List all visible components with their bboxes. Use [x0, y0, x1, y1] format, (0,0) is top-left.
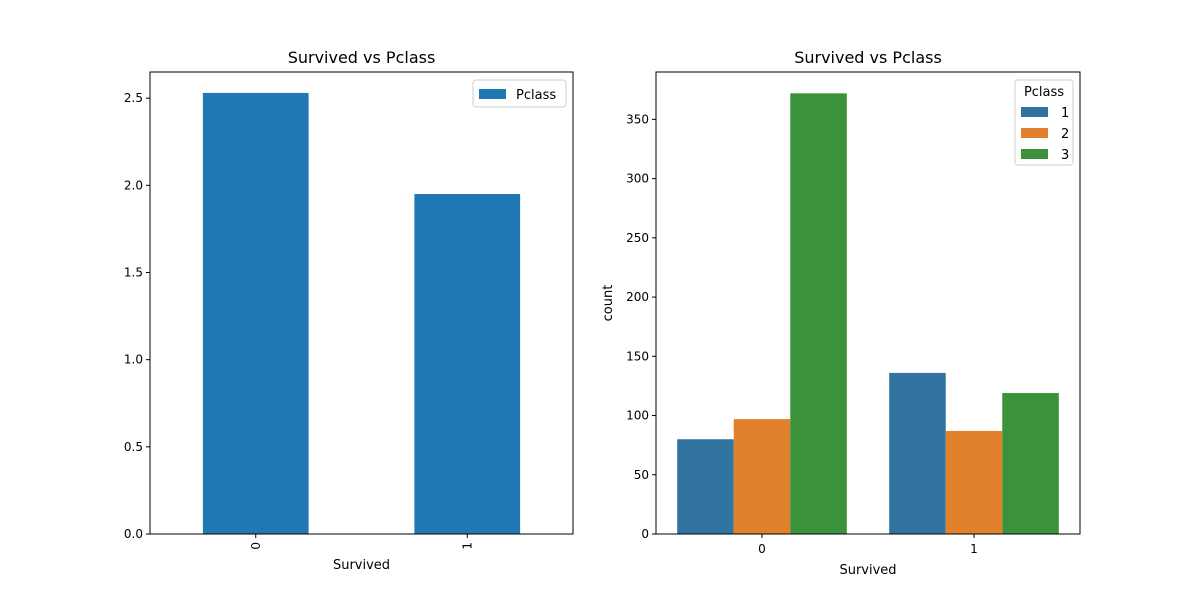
legend-title: Pclass — [1024, 85, 1064, 100]
y-tick-label: 1.0 — [124, 353, 143, 367]
bar-series-2-cat-1 — [945, 430, 1003, 534]
y-tick-label: 300 — [626, 172, 649, 186]
y-tick-label: 100 — [626, 409, 649, 423]
legend-box — [1014, 79, 1074, 166]
chart-left-pclass-mean: 0.0 0.5 1.0 1.5 2.0 2.5 0 1 Survived vs Pclass Su… — [124, 48, 574, 573]
y-tick-label: 2.5 — [124, 91, 143, 105]
legend-swatch-Pclass — [479, 89, 506, 99]
y-tick-label: 350 — [626, 112, 649, 126]
legend-swatch-3 — [1021, 149, 1048, 159]
legend: Pclass 1 2 3 — [1014, 79, 1074, 166]
bar-series-2-cat-0 — [733, 419, 791, 534]
legend-entry-3: 3 — [1061, 148, 1069, 163]
y-tick-label: 0 — [641, 527, 649, 541]
x-tick-label: 1 — [970, 542, 978, 556]
legend-entry-Pclass: Pclass — [516, 88, 556, 103]
bar-series-Pclass-cat-0 — [202, 92, 309, 535]
bar-series-1-cat-1 — [889, 372, 946, 534]
y-tick-label: 200 — [626, 290, 649, 304]
x-tick-label: 0 — [758, 542, 766, 556]
bar-series-3-cat-1 — [1002, 393, 1059, 534]
legend: Pclass — [472, 79, 567, 108]
plot-frame — [655, 71, 1081, 535]
chart-title: Survived vs Pclass — [288, 48, 436, 67]
legend-entry-2: 2 — [1061, 127, 1069, 142]
chart-title: Survived vs Pclass — [794, 48, 942, 67]
y-tick-label: 0.0 — [124, 527, 143, 541]
y-tick-label: 1.5 — [124, 265, 143, 279]
bar-series-1-cat-0 — [677, 439, 734, 534]
chart-right-pclass-count: 0 50 100 150 200 250 300 350 0 1 Survived vs Pclas… — [601, 48, 1081, 578]
legend-swatch-1 — [1021, 107, 1048, 117]
y-tick-label: 2.0 — [124, 178, 143, 192]
y-tick-label: 250 — [626, 231, 649, 245]
legend-box — [472, 79, 567, 108]
y-tick-label: 0.5 — [124, 440, 143, 454]
x-tick-label: 1 — [460, 542, 474, 550]
y-tick-label: 150 — [626, 349, 649, 363]
legend-entry-1: 1 — [1061, 106, 1069, 121]
x-axis-label: Survived — [333, 558, 390, 573]
bar-series-3-cat-0 — [790, 93, 847, 535]
x-axis-label: Survived — [839, 563, 896, 578]
y-tick-label: 50 — [634, 468, 649, 482]
y-axis-label: count — [601, 285, 616, 322]
legend-swatch-2 — [1021, 128, 1048, 138]
bar-series-Pclass-cat-1 — [414, 194, 521, 535]
plot-frame — [149, 71, 574, 535]
x-tick-label: 0 — [249, 542, 263, 550]
